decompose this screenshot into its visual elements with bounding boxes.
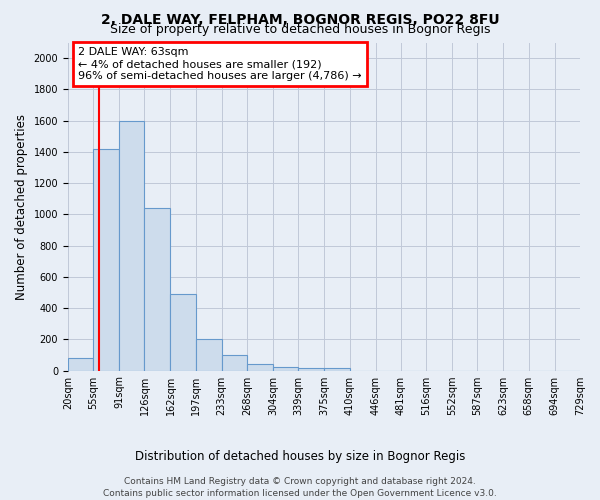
Text: Distribution of detached houses by size in Bognor Regis: Distribution of detached houses by size … [135, 450, 465, 463]
Bar [325, 368, 350, 370]
Bar [170, 294, 196, 370]
Text: Contains HM Land Registry data © Crown copyright and database right 2024.: Contains HM Land Registry data © Crown c… [124, 478, 476, 486]
Bar [273, 366, 298, 370]
Text: 2 DALE WAY: 63sqm
← 4% of detached houses are smaller (192)
96% of semi-detached: 2 DALE WAY: 63sqm ← 4% of detached house… [78, 48, 362, 80]
Bar [196, 340, 222, 370]
Bar [222, 355, 247, 370]
Bar [119, 120, 145, 370]
Bar [145, 208, 170, 370]
Bar [68, 358, 93, 370]
Bar [93, 149, 119, 370]
Text: 2, DALE WAY, FELPHAM, BOGNOR REGIS, PO22 8FU: 2, DALE WAY, FELPHAM, BOGNOR REGIS, PO22… [101, 12, 499, 26]
Bar [298, 368, 325, 370]
Bar [247, 364, 273, 370]
Y-axis label: Number of detached properties: Number of detached properties [15, 114, 28, 300]
Text: Size of property relative to detached houses in Bognor Regis: Size of property relative to detached ho… [110, 22, 490, 36]
Text: Contains public sector information licensed under the Open Government Licence v3: Contains public sector information licen… [103, 489, 497, 498]
